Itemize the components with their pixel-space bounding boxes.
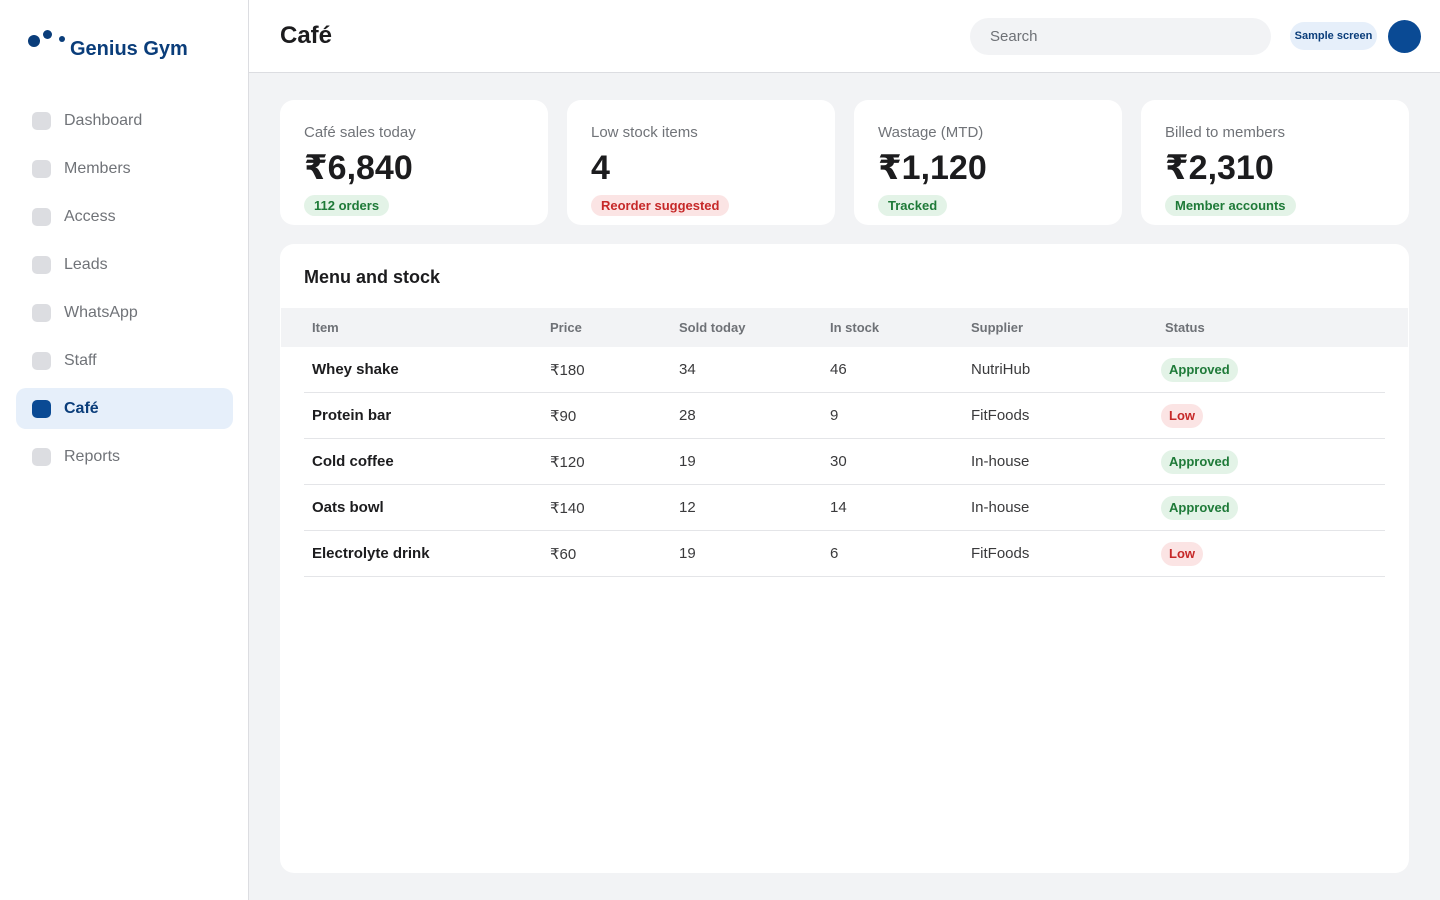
stat-pill: Member accounts	[1165, 195, 1296, 216]
sidebar-item-label: Reports	[64, 447, 121, 465]
stat-card-cafe-sales: Café sales today ₹6,840 112 orders	[280, 100, 548, 225]
sidebar-item-staff[interactable]: Staff	[16, 340, 233, 381]
panel-title: Menu and stock	[304, 267, 441, 287]
cell-price: ₹140	[550, 500, 585, 517]
sidebar-item-label: Staff	[64, 351, 97, 369]
menu-stock-panel: Menu and stock Item Price Sold today In …	[280, 244, 1409, 873]
table-header: Item Price Sold today In stock Supplier …	[281, 308, 1408, 347]
cell-supplier: NutriHub	[971, 361, 1031, 378]
column-header-price[interactable]: Price	[550, 320, 582, 335]
cell-in-stock: 9	[830, 407, 839, 424]
cell-item: Oats bowl	[312, 499, 384, 516]
stat-pill: 112 orders	[304, 195, 390, 216]
table-row[interactable]: Oats bowl ₹140 12 14 In-house Approved	[304, 485, 1385, 531]
cell-supplier: FitFoods	[971, 545, 1030, 562]
status-badge: Approved	[1161, 496, 1238, 520]
staff-icon	[32, 351, 51, 370]
status-badge: Low	[1161, 542, 1203, 566]
sidebar-item-dashboard[interactable]: Dashboard	[16, 100, 233, 141]
stat-pill: Tracked	[878, 195, 948, 216]
cell-in-stock: 46	[830, 361, 847, 378]
sidebar-nav: Dashboard Members Access Leads WhatsApp …	[16, 100, 233, 484]
reports-icon	[32, 447, 51, 466]
table-row[interactable]: Electrolyte drink ₹60 19 6 FitFoods Low	[304, 531, 1385, 577]
stat-card-wastage: Wastage (MTD) ₹1,120 Tracked	[854, 100, 1122, 225]
cell-price: ₹90	[550, 408, 577, 425]
table-row[interactable]: Protein bar ₹90 28 9 FitFoods Low	[304, 393, 1385, 439]
sidebar-item-access[interactable]: Access	[16, 196, 233, 237]
avatar[interactable]	[1388, 20, 1421, 53]
sidebar-item-leads[interactable]: Leads	[16, 244, 233, 285]
cell-item: Whey shake	[312, 361, 399, 378]
dashboard-icon	[32, 111, 51, 130]
cell-sold-today: 19	[679, 545, 696, 562]
sidebar-item-label: Access	[64, 207, 116, 225]
page-title: Café	[280, 22, 333, 49]
column-header-status[interactable]: Status	[1165, 320, 1205, 335]
cafe-icon	[32, 399, 51, 418]
cell-price: ₹120	[550, 454, 585, 471]
sidebar-item-reports[interactable]: Reports	[16, 436, 233, 477]
cell-sold-today: 28	[679, 407, 696, 424]
stat-label: Low stock items	[591, 124, 698, 141]
cell-in-stock: 14	[830, 499, 847, 516]
status-badge: Low	[1161, 404, 1203, 428]
stat-value: 4	[591, 149, 610, 187]
status-badge: Approved	[1161, 358, 1238, 382]
sidebar: Genius Gym Dashboard Members Access Lead…	[0, 0, 249, 900]
stat-pill: Reorder suggested	[591, 195, 730, 216]
cell-supplier: In-house	[971, 453, 1030, 470]
column-header-sold-today[interactable]: Sold today	[679, 320, 746, 335]
stat-value: ₹2,310	[1165, 149, 1274, 187]
table-row[interactable]: Cold coffee ₹120 19 30 In-house Approved	[304, 439, 1385, 485]
cell-in-stock: 6	[830, 545, 839, 562]
sidebar-item-label: Café	[64, 399, 99, 417]
cell-price: ₹60	[550, 546, 577, 563]
top-bar: Café Sample screen	[249, 0, 1440, 73]
access-icon	[32, 207, 51, 226]
sidebar-item-label: Dashboard	[64, 111, 143, 129]
cell-sold-today: 12	[679, 499, 696, 516]
cell-item: Electrolyte drink	[312, 545, 430, 562]
table-row[interactable]: Whey shake ₹180 34 46 NutriHub Approved	[304, 347, 1385, 393]
stat-card-billed-members: Billed to members ₹2,310 Member accounts	[1141, 100, 1409, 225]
cell-sold-today: 19	[679, 453, 696, 470]
cell-sold-today: 34	[679, 361, 696, 378]
sidebar-item-label: WhatsApp	[64, 303, 138, 321]
cell-supplier: In-house	[971, 499, 1030, 516]
sidebar-item-label: Members	[64, 159, 131, 177]
stat-label: Café sales today	[304, 124, 416, 141]
sidebar-item-cafe[interactable]: Café	[16, 388, 233, 429]
cell-in-stock: 30	[830, 453, 847, 470]
brand-name: Genius Gym	[70, 38, 188, 60]
sidebar-item-label: Leads	[64, 255, 108, 273]
leads-icon	[32, 255, 51, 274]
members-icon	[32, 159, 51, 178]
sidebar-item-whatsapp[interactable]: WhatsApp	[16, 292, 233, 333]
cell-item: Cold coffee	[312, 453, 394, 470]
sample-screen-badge: Sample screen	[1290, 22, 1377, 50]
stat-label: Wastage (MTD)	[878, 124, 984, 141]
search-input[interactable]	[970, 18, 1271, 55]
stat-label: Billed to members	[1165, 124, 1286, 141]
sidebar-item-members[interactable]: Members	[16, 148, 233, 189]
whatsapp-icon	[32, 303, 51, 322]
brand-logo[interactable]: Genius Gym	[28, 30, 188, 60]
cell-supplier: FitFoods	[971, 407, 1030, 424]
column-header-in-stock[interactable]: In stock	[830, 320, 880, 335]
cell-price: ₹180	[550, 362, 585, 379]
status-badge: Approved	[1161, 450, 1238, 474]
stat-card-low-stock: Low stock items 4 Reorder suggested	[567, 100, 835, 225]
column-header-item[interactable]: Item	[312, 320, 339, 335]
brand-dots-icon	[28, 30, 68, 50]
cell-item: Protein bar	[312, 407, 392, 424]
stat-value: ₹6,840	[304, 149, 413, 187]
column-header-supplier[interactable]: Supplier	[971, 320, 1024, 335]
stat-value: ₹1,120	[878, 149, 987, 187]
